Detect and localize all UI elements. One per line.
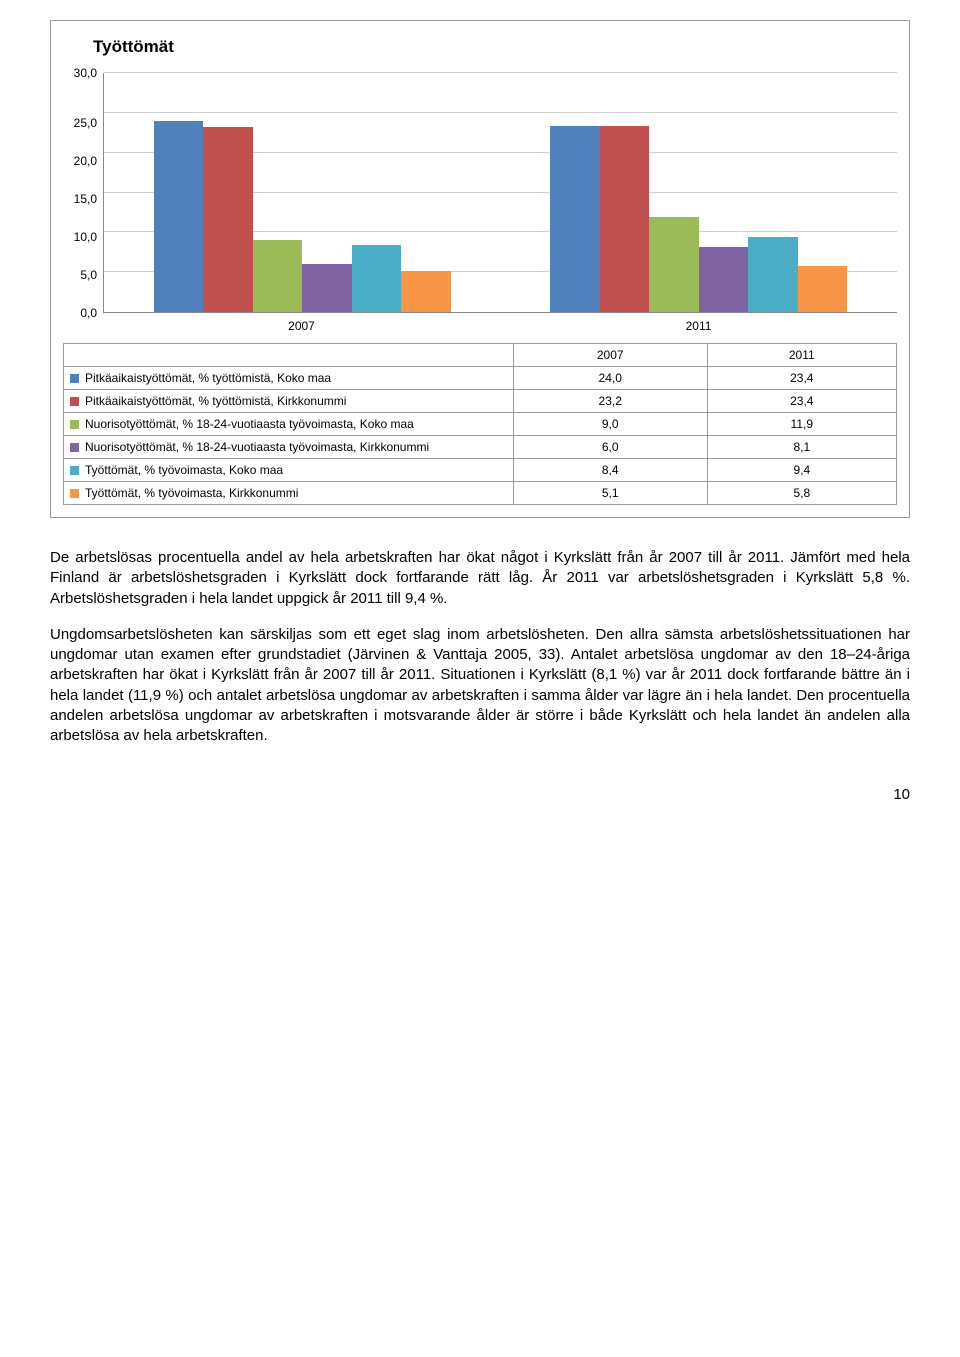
legend-swatch <box>70 443 79 452</box>
chart-data-table: 2007 2011 Pitkäaikaistyöttömät, % työttö… <box>63 343 897 505</box>
legend-label: Työttömät, % työvoimasta, Kirkkonummi <box>85 486 298 500</box>
page-number: 10 <box>50 786 910 803</box>
x-label: 2007 <box>103 319 500 333</box>
chart-title: Työttömät <box>73 37 897 57</box>
legend-swatch <box>70 466 79 475</box>
chart-plot-area <box>103 73 897 313</box>
table-cell: 9,4 <box>707 459 896 482</box>
table-cell: 8,1 <box>707 436 896 459</box>
ytick: 20,0 <box>63 155 97 167</box>
chart-container: Työttömät 30,0 25,0 20,0 15,0 10,0 5,0 0… <box>50 20 910 518</box>
paragraph: De arbetslösas procentuella andel av hel… <box>50 548 910 609</box>
bar <box>401 271 450 312</box>
table-cell: 8,4 <box>513 459 707 482</box>
ytick: 25,0 <box>63 117 97 129</box>
bar-group <box>104 73 501 312</box>
legend-label: Pitkäaikaistyöttömät, % työttömistä, Kir… <box>85 394 346 408</box>
table-row: Nuorisotyöttömät, % 18-24-vuotiaasta työ… <box>64 413 897 436</box>
table-header: 2007 <box>513 344 707 367</box>
legend-swatch <box>70 489 79 498</box>
bar <box>302 264 351 312</box>
table-cell: 9,0 <box>513 413 707 436</box>
legend-label: Työttömät, % työvoimasta, Koko maa <box>85 463 283 477</box>
bar <box>699 247 748 312</box>
table-cell: 23,4 <box>707 367 896 390</box>
bar <box>203 127 252 312</box>
table-cell: 5,8 <box>707 482 896 505</box>
ytick: 5,0 <box>63 269 97 281</box>
body-text: De arbetslösas procentuella andel av hel… <box>50 548 910 746</box>
x-axis-labels: 2007 2011 <box>103 319 897 333</box>
table-row: Työttömät, % työvoimasta, Koko maa 8,49,4 <box>64 459 897 482</box>
legend-label: Nuorisotyöttömät, % 18-24-vuotiaasta työ… <box>85 440 429 454</box>
bar-group <box>501 73 898 312</box>
legend-swatch <box>70 420 79 429</box>
bar <box>748 237 797 312</box>
bar <box>154 121 203 312</box>
table-cell: 23,4 <box>707 390 896 413</box>
legend-swatch <box>70 397 79 406</box>
legend-label: Nuorisotyöttömät, % 18-24-vuotiaasta työ… <box>85 417 414 431</box>
legend-swatch <box>70 374 79 383</box>
table-row: Nuorisotyöttömät, % 18-24-vuotiaasta työ… <box>64 436 897 459</box>
table-cell: 23,2 <box>513 390 707 413</box>
table-header: 2011 <box>707 344 896 367</box>
bar <box>550 126 599 312</box>
table-cell: 6,0 <box>513 436 707 459</box>
bar <box>600 126 649 312</box>
bar <box>352 245 401 312</box>
paragraph: Ungdomsarbetslösheten kan särskiljas som… <box>50 625 910 747</box>
table-cell: 11,9 <box>707 413 896 436</box>
ytick: 30,0 <box>63 67 97 79</box>
bar <box>649 217 698 312</box>
table-cell: 5,1 <box>513 482 707 505</box>
bar <box>253 240 302 312</box>
legend-label: Pitkäaikaistyöttömät, % työttömistä, Kok… <box>85 371 331 385</box>
y-axis: 30,0 25,0 20,0 15,0 10,0 5,0 0,0 <box>63 73 103 313</box>
ytick: 15,0 <box>63 193 97 205</box>
table-cell: 24,0 <box>513 367 707 390</box>
ytick: 0,0 <box>63 307 97 319</box>
bar <box>798 266 847 312</box>
table-row: Työttömät, % työvoimasta, Kirkkonummi 5,1… <box>64 482 897 505</box>
x-label: 2011 <box>500 319 897 333</box>
table-row: Pitkäaikaistyöttömät, % työttömistä, Kok… <box>64 367 897 390</box>
chart-plot-row: 30,0 25,0 20,0 15,0 10,0 5,0 0,0 <box>63 73 897 313</box>
table-row: Pitkäaikaistyöttömät, % työttömistä, Kir… <box>64 390 897 413</box>
ytick: 10,0 <box>63 231 97 243</box>
